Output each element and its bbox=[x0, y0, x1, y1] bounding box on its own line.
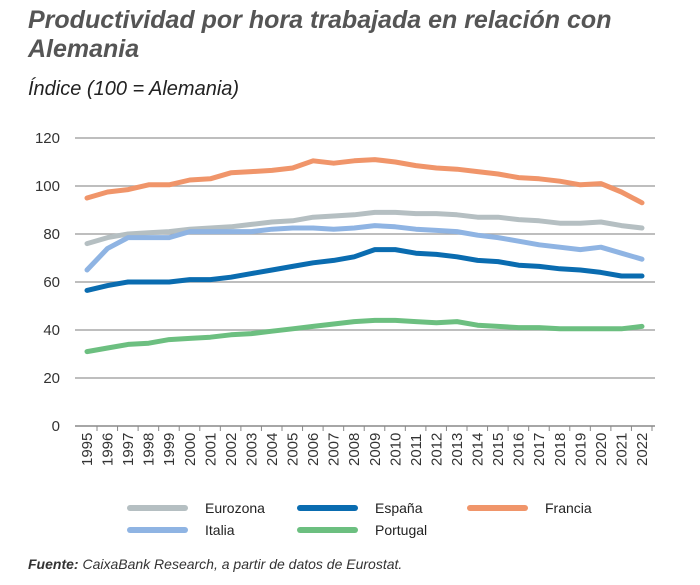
x-tick-label: 2007 bbox=[326, 433, 343, 466]
y-tick-label: 80 bbox=[43, 226, 60, 243]
x-tick-label: 2000 bbox=[182, 433, 199, 466]
legend-label: Portugal bbox=[375, 522, 427, 538]
x-tick-label: 2009 bbox=[367, 433, 384, 466]
x-tick-label: 2016 bbox=[511, 433, 528, 466]
x-tick-label: 1997 bbox=[120, 433, 137, 466]
source-text: CaixaBank Research, a partir de datos de… bbox=[78, 556, 403, 572]
x-tick-label: 2010 bbox=[387, 433, 404, 466]
y-tick-label: 0 bbox=[52, 418, 60, 435]
x-tick-label: 2020 bbox=[593, 433, 610, 466]
y-tick-label: 20 bbox=[43, 370, 60, 387]
x-tick-label: 2012 bbox=[428, 433, 445, 466]
series-line-eurozona bbox=[84, 209, 645, 247]
series-line-portugal bbox=[84, 317, 645, 355]
x-tick-label: 2006 bbox=[305, 433, 322, 466]
series-line-españa bbox=[84, 247, 645, 293]
y-tick-label: 40 bbox=[43, 322, 60, 339]
legend-label: Eurozona bbox=[205, 500, 265, 516]
legend-label: Italia bbox=[205, 522, 235, 538]
x-tick-label: 2002 bbox=[223, 433, 240, 466]
x-tick-label: 1995 bbox=[79, 433, 96, 466]
x-tick-label: 2017 bbox=[531, 433, 548, 466]
x-tick-label: 1999 bbox=[161, 433, 178, 466]
series-line-francia bbox=[84, 157, 645, 206]
x-tick-label: 2021 bbox=[613, 433, 630, 466]
x-tick-label: 2001 bbox=[202, 433, 219, 466]
x-tick-label: 1996 bbox=[100, 433, 117, 466]
x-tick-label: 2004 bbox=[264, 433, 281, 466]
x-tick-label: 2003 bbox=[243, 433, 260, 466]
legend-label: Francia bbox=[545, 500, 592, 516]
x-tick-label: 2011 bbox=[408, 434, 425, 466]
x-tick-label: 2015 bbox=[490, 433, 507, 466]
x-tick-label: 2022 bbox=[634, 433, 651, 466]
chart-subtitle: Índice (100 = Alemania) bbox=[28, 78, 240, 100]
y-tick-label: 120 bbox=[35, 130, 60, 147]
series-line-italia bbox=[84, 223, 645, 273]
source-label: Fuente: bbox=[28, 556, 79, 572]
x-tick-label: 2005 bbox=[285, 433, 302, 466]
x-tick-label: 1998 bbox=[141, 433, 158, 466]
source-note: Fuente: CaixaBank Research, a partir de … bbox=[28, 556, 402, 572]
x-tick-label: 2014 bbox=[470, 433, 487, 466]
y-tick-label: 100 bbox=[35, 178, 60, 195]
legend-label: España bbox=[375, 500, 423, 516]
y-tick-label: 60 bbox=[43, 274, 60, 291]
x-tick-label: 2008 bbox=[346, 433, 363, 466]
x-tick-label: 2018 bbox=[552, 433, 569, 466]
x-tick-label: 2019 bbox=[572, 433, 589, 466]
chart-title: Productividad por hora trabajada en rela… bbox=[28, 6, 612, 63]
x-tick-label: 2013 bbox=[449, 433, 466, 466]
